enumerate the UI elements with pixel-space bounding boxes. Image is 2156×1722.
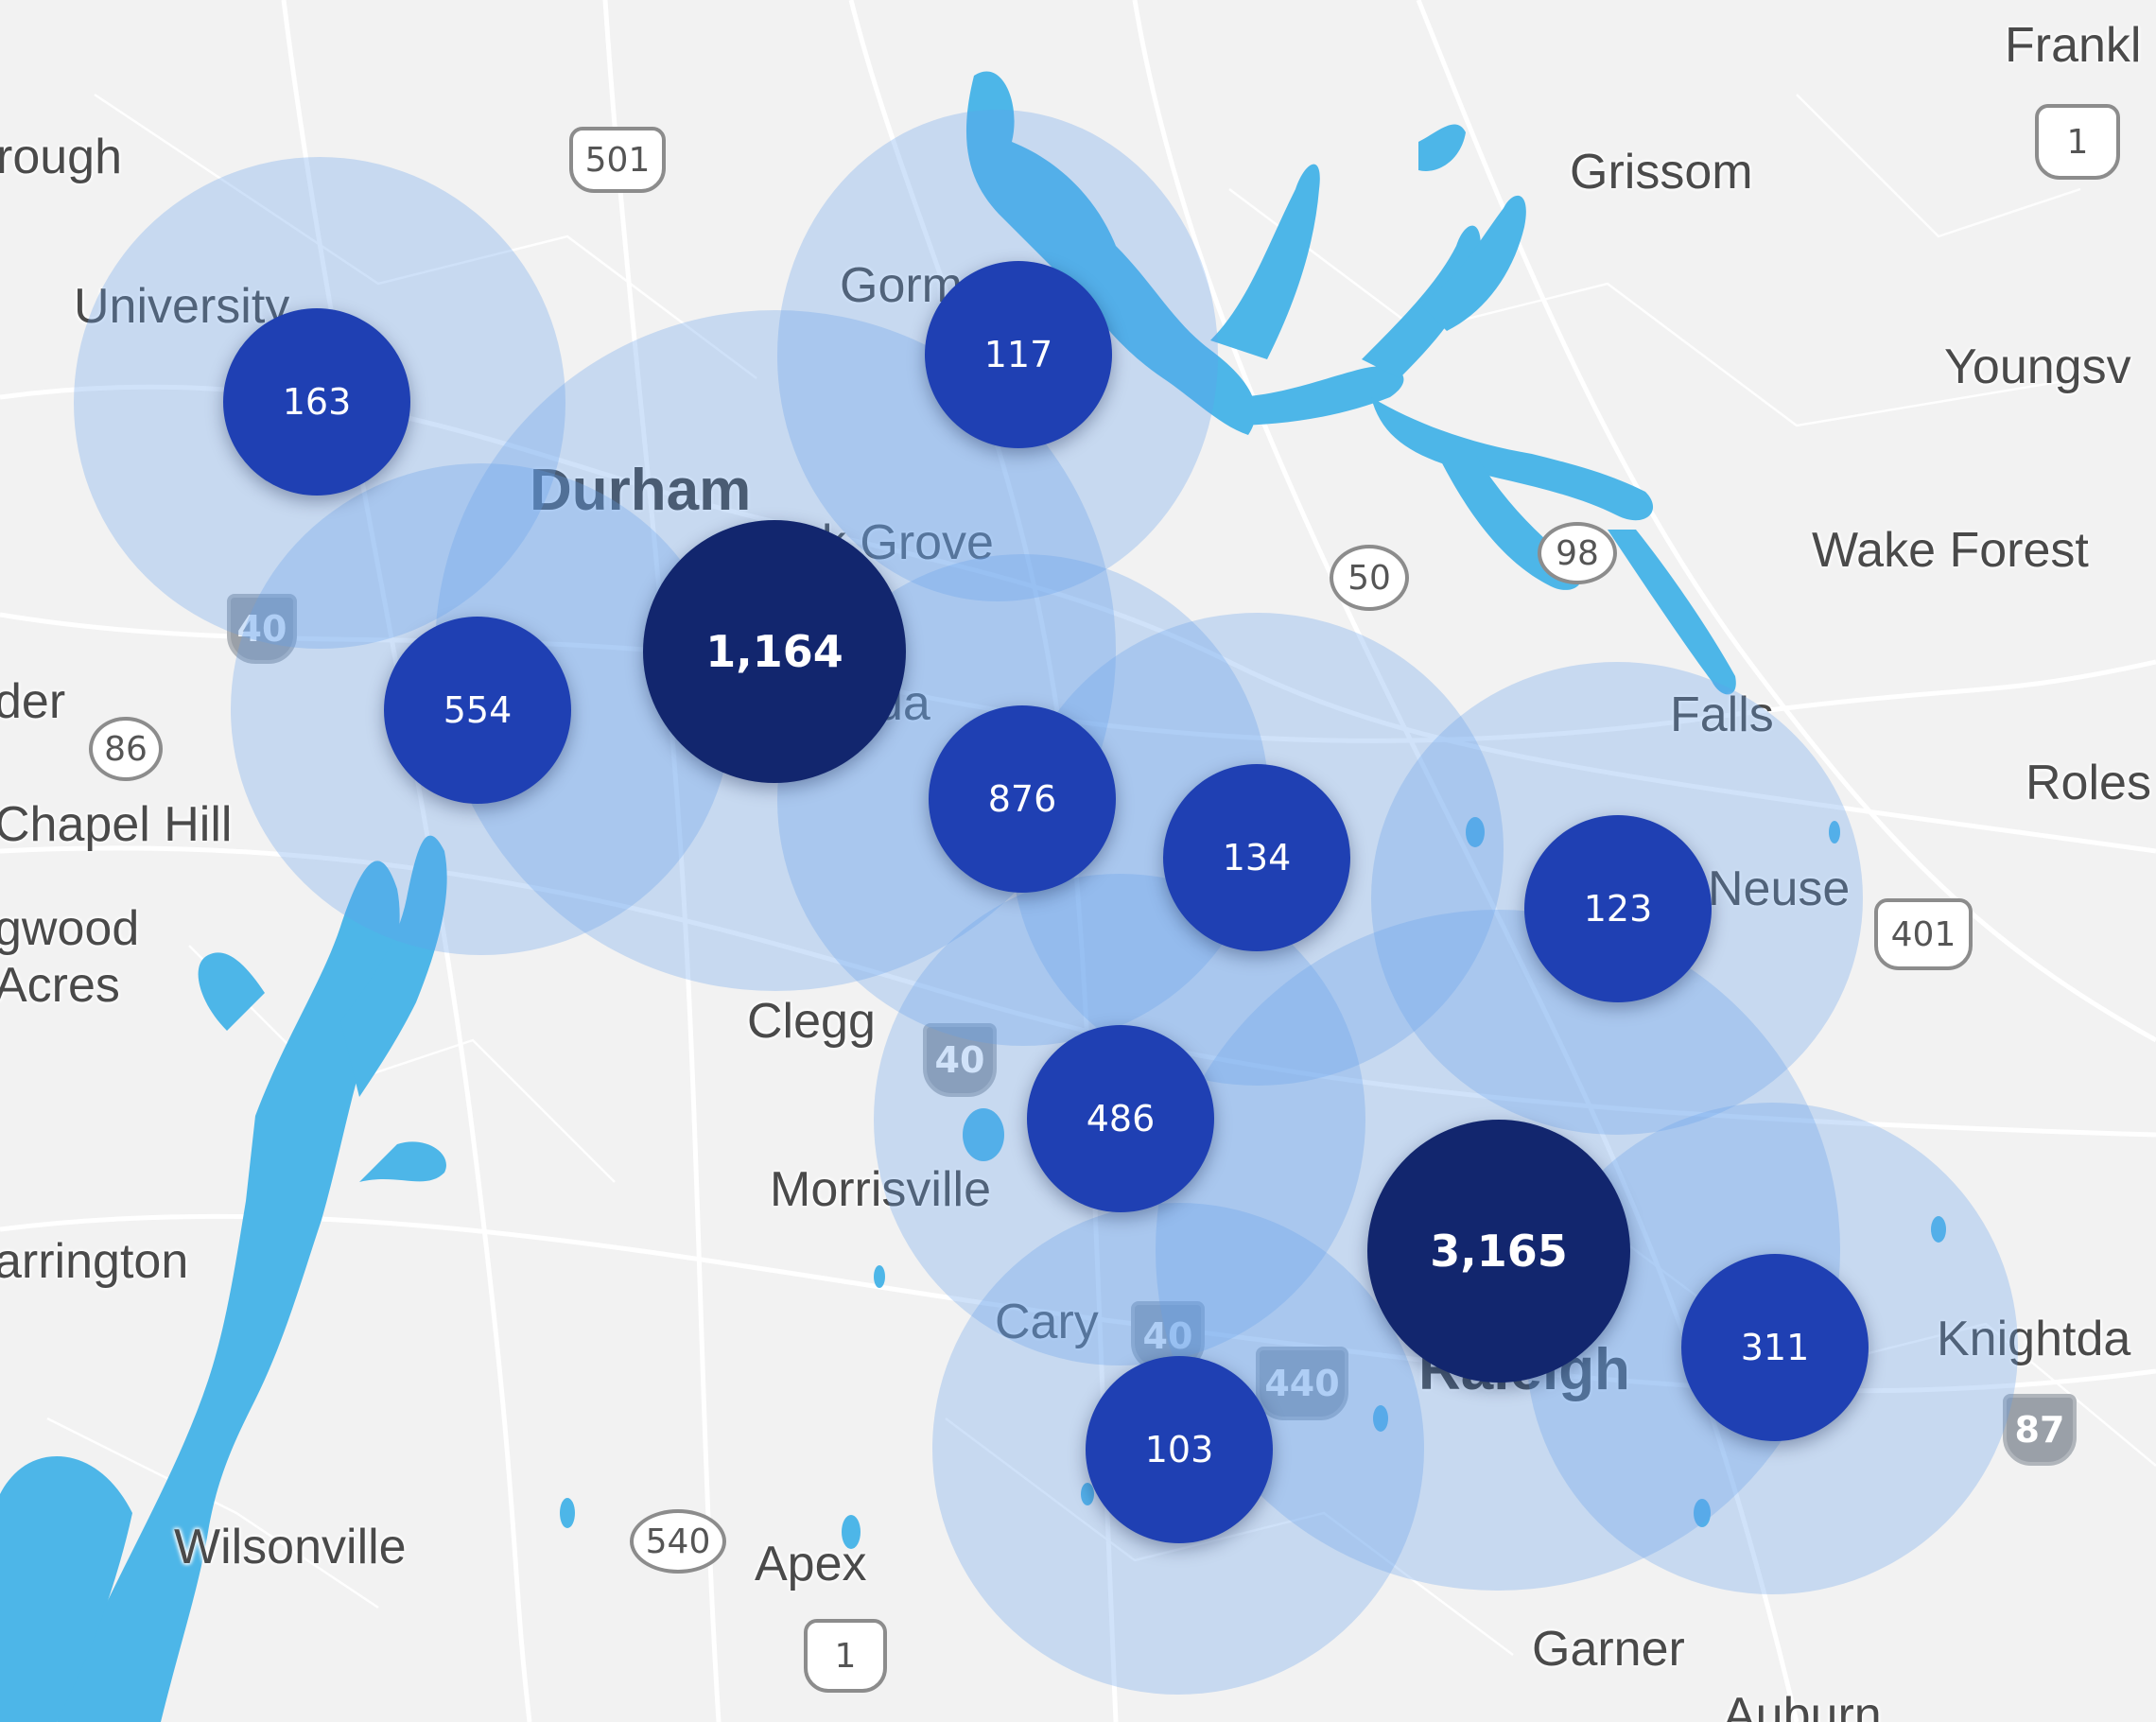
place-label: gwood [0,901,140,956]
place-label: Chapel Hill [0,797,233,852]
place-label: Garner [1532,1622,1685,1677]
place-label: Acres [0,958,120,1013]
place-label: Apex [755,1537,867,1592]
cluster-marker[interactable]: 3,165 [1367,1120,1630,1383]
place-label: Wake Forest [1812,523,2089,578]
place-label: Clegg [747,994,876,1049]
place-label: Falls [1670,687,1774,742]
us-route-shield: 1 [2035,104,2120,180]
us-route-shield: 501 [569,127,666,193]
cluster-marker[interactable]: 554 [384,617,571,804]
cluster-marker[interactable]: 163 [223,308,410,496]
state-route-shield: 98 [1538,522,1617,584]
state-route-shield: 86 [89,717,163,781]
place-label: Youngsv [1944,339,2131,394]
place-label: arrington [0,1234,189,1289]
place-label: Knightda [1937,1312,2131,1366]
us-route-shield: 401 [1874,898,1973,970]
cluster-marker[interactable]: 117 [925,261,1112,448]
interstate-shield: 87 [2003,1394,2077,1466]
interstate-shield: 40 [227,594,297,664]
cluster-marker[interactable]: 486 [1027,1025,1214,1212]
place-label: Grissom [1570,145,1753,200]
place-label: Auburn [1723,1688,1882,1722]
place-label: Durham [530,458,752,523]
water-bodies [0,71,1946,1722]
place-label: Roles [2026,756,2151,810]
place-label: der [0,674,66,729]
state-route-shield: 540 [630,1509,726,1574]
cluster-marker[interactable]: 876 [929,705,1116,893]
place-label: Frankl [2005,18,2142,73]
interstate-shield: 440 [1256,1347,1348,1420]
cluster-marker[interactable]: 1,164 [643,520,906,783]
place-label: rough [0,130,122,184]
interstate-shield: 40 [923,1023,997,1097]
place-label: Wilsonville [174,1520,407,1574]
place-label: Neuse [1708,861,1851,916]
state-route-shield: 50 [1330,545,1409,611]
place-label: Morrisville [770,1162,991,1217]
cluster-marker[interactable]: 103 [1086,1356,1273,1543]
minor-roads [46,93,2156,1656]
place-label: Cary [995,1295,1099,1349]
cluster-marker[interactable]: 123 [1524,815,1712,1002]
cluster-marker[interactable]: 311 [1681,1254,1869,1441]
place-label: University [74,279,290,334]
us-route-shield: 1 [804,1619,887,1693]
cluster-marker[interactable]: 134 [1163,764,1350,951]
